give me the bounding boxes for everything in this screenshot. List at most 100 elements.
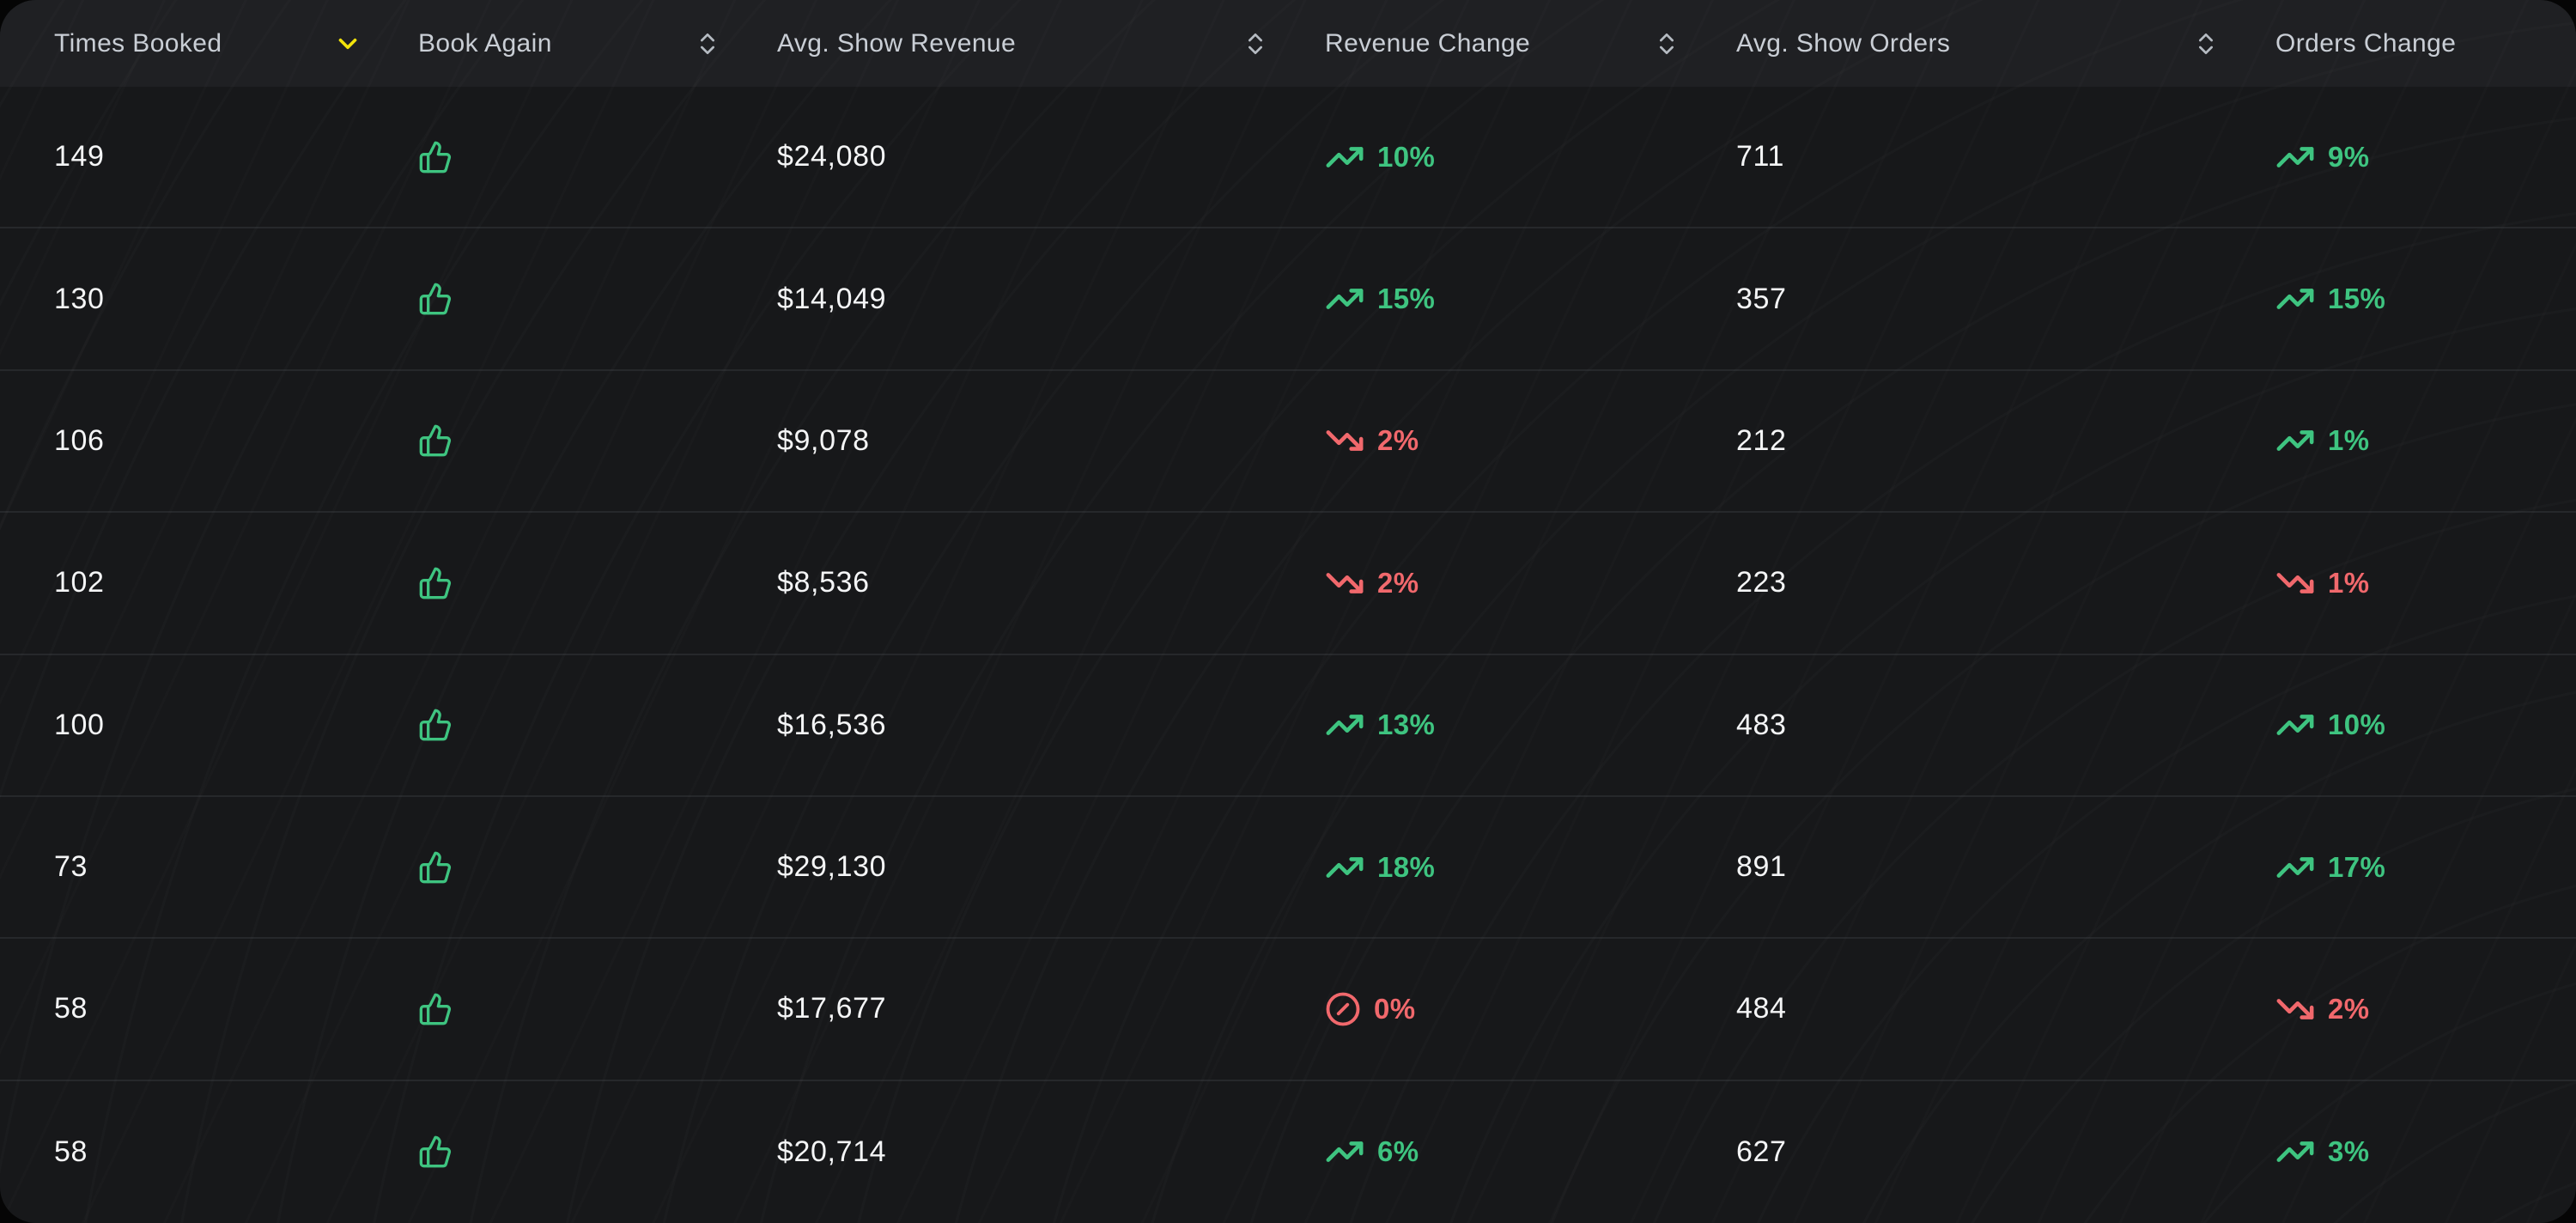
times-booked-value: 149 bbox=[54, 140, 105, 173]
table-row[interactable]: 100 $16,536 13% 483 10% bbox=[0, 655, 2576, 797]
header-label-avg-show-orders: Avg. Show Orders bbox=[1736, 28, 1951, 58]
cell-avg-show-revenue: $8,536 bbox=[777, 566, 1325, 599]
cell-revenue-change: 13% bbox=[1325, 705, 1736, 745]
change-percent-value: 15% bbox=[2328, 283, 2386, 315]
cell-avg-show-revenue: $14,049 bbox=[777, 283, 1325, 316]
change-percent-value: 0% bbox=[1374, 992, 1416, 1025]
orders-change-badge: 9% bbox=[2275, 137, 2370, 177]
cell-orders-change: 10% bbox=[2275, 705, 2576, 745]
orders-change-badge: 1% bbox=[2275, 421, 2370, 460]
cell-revenue-change: 15% bbox=[1325, 279, 1736, 319]
change-percent-value: 10% bbox=[1377, 140, 1436, 173]
times-booked-value: 102 bbox=[54, 566, 105, 599]
avg-show-orders-value: 627 bbox=[1736, 1135, 1787, 1168]
times-booked-value: 58 bbox=[54, 992, 88, 1025]
trending-up-icon bbox=[2275, 1132, 2315, 1171]
table-row[interactable]: 130 $14,049 15% 357 15% bbox=[0, 228, 2576, 371]
cell-revenue-change: 10% bbox=[1325, 137, 1736, 177]
orders-change-badge: 15% bbox=[2275, 279, 2385, 319]
header-avg-show-revenue[interactable]: Avg. Show Revenue bbox=[777, 29, 1325, 58]
cell-times-booked: 73 bbox=[54, 850, 418, 884]
table-row[interactable]: 149 $24,080 10% 711 9% bbox=[0, 87, 2576, 229]
header-orders-change[interactable]: Orders Change bbox=[2275, 29, 2576, 58]
thumbs-up-icon bbox=[418, 282, 453, 316]
header-book-again[interactable]: Book Again bbox=[418, 29, 777, 58]
sort-toggle-icon[interactable] bbox=[694, 30, 721, 58]
header-times-booked[interactable]: Times Booked bbox=[54, 29, 418, 58]
avg-show-revenue-value: $24,080 bbox=[777, 140, 887, 173]
header-label-revenue-change: Revenue Change bbox=[1325, 28, 1531, 58]
thumbs-up-icon bbox=[418, 140, 453, 174]
cell-book-again bbox=[418, 1135, 777, 1169]
revenue-change-badge: 13% bbox=[1325, 705, 1435, 745]
cell-avg-show-orders: 891 bbox=[1736, 850, 2275, 884]
cell-revenue-change: 2% bbox=[1325, 563, 1736, 603]
revenue-change-badge: 10% bbox=[1325, 137, 1435, 177]
cell-revenue-change: 6% bbox=[1325, 1132, 1736, 1171]
trending-down-icon bbox=[1325, 421, 1364, 460]
change-percent-value: 3% bbox=[2328, 1135, 2370, 1168]
cell-avg-show-revenue: $9,078 bbox=[777, 424, 1325, 458]
table-row[interactable]: 73 $29,130 18% 891 17% bbox=[0, 797, 2576, 940]
cell-avg-show-orders: 223 bbox=[1736, 566, 2275, 599]
orders-change-badge: 2% bbox=[2275, 989, 2370, 1029]
avg-show-revenue-value: $14,049 bbox=[777, 282, 887, 315]
avg-show-revenue-value: $20,714 bbox=[777, 1135, 887, 1168]
trending-up-icon bbox=[2275, 137, 2315, 177]
avg-show-revenue-value: $16,536 bbox=[777, 708, 887, 741]
times-booked-value: 130 bbox=[54, 282, 105, 315]
change-percent-value: 15% bbox=[1377, 283, 1436, 315]
avg-show-orders-value: 357 bbox=[1736, 282, 1787, 315]
trending-down-icon bbox=[2275, 563, 2315, 603]
header-revenue-change[interactable]: Revenue Change bbox=[1325, 29, 1736, 58]
revenue-change-badge: 18% bbox=[1325, 848, 1435, 887]
table-row[interactable]: 106 $9,078 2% 212 1% bbox=[0, 371, 2576, 514]
cell-book-again bbox=[418, 423, 777, 458]
trending-up-icon bbox=[1325, 848, 1364, 887]
cell-avg-show-revenue: $29,130 bbox=[777, 850, 1325, 884]
change-percent-value: 13% bbox=[1377, 709, 1436, 741]
trending-up-icon bbox=[2275, 279, 2315, 319]
change-percent-value: 18% bbox=[1377, 850, 1436, 883]
cell-orders-change: 9% bbox=[2275, 137, 2576, 177]
cell-times-booked: 100 bbox=[54, 709, 418, 742]
cell-orders-change: 1% bbox=[2275, 421, 2576, 460]
change-percent-value: 10% bbox=[2328, 709, 2386, 741]
avg-show-revenue-value: $17,677 bbox=[777, 992, 887, 1025]
cell-times-booked: 58 bbox=[54, 1135, 418, 1169]
trending-up-icon bbox=[2275, 848, 2315, 887]
change-percent-value: 6% bbox=[1377, 1135, 1419, 1168]
thumbs-up-icon bbox=[418, 850, 453, 885]
change-percent-value: 1% bbox=[2328, 424, 2370, 457]
cell-avg-show-orders: 627 bbox=[1736, 1135, 2275, 1169]
cell-orders-change: 1% bbox=[2275, 563, 2576, 603]
avg-show-revenue-value: $29,130 bbox=[777, 850, 887, 884]
avg-show-orders-value: 484 bbox=[1736, 992, 1787, 1025]
table-row[interactable]: 102 $8,536 2% 223 1% bbox=[0, 513, 2576, 655]
header-avg-show-orders[interactable]: Avg. Show Orders bbox=[1736, 29, 2275, 58]
change-percent-value: 2% bbox=[1377, 424, 1419, 457]
table-row[interactable]: 58 $17,677 0% 484 2% bbox=[0, 939, 2576, 1081]
cell-avg-show-orders: 357 bbox=[1736, 283, 2275, 316]
cell-book-again bbox=[418, 850, 777, 885]
sort-toggle-icon[interactable] bbox=[1653, 30, 1680, 58]
cell-orders-change: 15% bbox=[2275, 279, 2576, 319]
table-row[interactable]: 58 $20,714 6% 627 3% bbox=[0, 1081, 2576, 1223]
change-percent-value: 17% bbox=[2328, 850, 2386, 883]
header-label-avg-show-revenue: Avg. Show Revenue bbox=[777, 28, 1017, 58]
trending-down-icon bbox=[2275, 989, 2315, 1029]
sort-toggle-icon[interactable] bbox=[1242, 30, 1269, 58]
change-percent-value: 1% bbox=[2328, 566, 2370, 599]
orders-change-badge: 1% bbox=[2275, 563, 2370, 603]
cell-book-again bbox=[418, 566, 777, 600]
change-percent-value: 2% bbox=[2328, 992, 2370, 1025]
avg-show-revenue-value: $9,078 bbox=[777, 423, 870, 457]
sort-descending-icon[interactable] bbox=[333, 29, 362, 58]
cell-times-booked: 149 bbox=[54, 140, 418, 173]
sort-toggle-icon[interactable] bbox=[2192, 30, 2220, 58]
trending-up-icon bbox=[1325, 137, 1364, 177]
avg-show-orders-value: 483 bbox=[1736, 708, 1787, 741]
change-percent-value: 9% bbox=[2328, 140, 2370, 173]
cell-orders-change: 17% bbox=[2275, 848, 2576, 887]
thumbs-up-icon bbox=[418, 992, 453, 1026]
